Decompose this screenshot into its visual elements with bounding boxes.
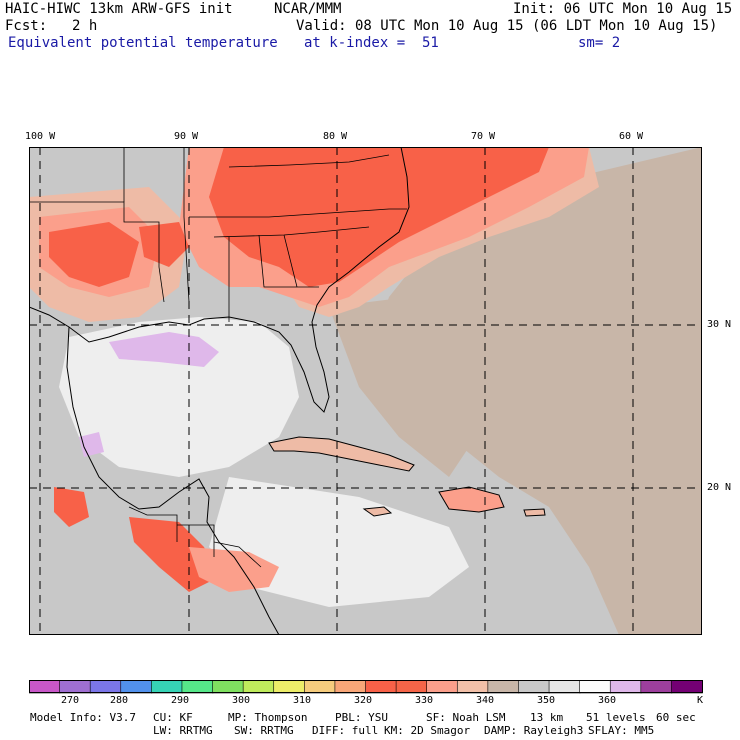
lon-label-100w: 100 W — [25, 131, 56, 142]
colorbar-cell — [609, 680, 642, 694]
footer-sflay: SFLAY: MM5 — [588, 724, 655, 737]
colorbar-cell — [518, 680, 550, 694]
colorbar-tick-330: 330 — [415, 695, 434, 706]
colorbar-tick-320: 320 — [354, 695, 373, 706]
model-title: HAIC-HIWC 13km ARW-GFS init — [5, 1, 233, 17]
colorbar-tick-350: 350 — [537, 695, 556, 706]
gulf-lavender-patch — [109, 332, 219, 367]
init-time: Init: 06 UTC Mon 10 Aug 15 — [513, 1, 733, 17]
mexico-lavender-patch — [79, 432, 104, 457]
lon-label-60w: 60 W — [619, 131, 644, 142]
footer-damp: DAMP: Rayleigh3 — [484, 724, 584, 737]
lon-label-70w: 70 W — [471, 131, 496, 142]
forecast-hour: 2 h — [72, 18, 98, 34]
state-border-icon — [29, 147, 407, 568]
honduras-salmon — [189, 547, 279, 592]
colorbar-tick-290: 290 — [171, 695, 190, 706]
map-panel — [29, 147, 702, 635]
footer-cu: CU: KF — [153, 711, 193, 724]
colorbar-cell — [59, 680, 91, 694]
louisiana-red-core — [139, 222, 189, 267]
model-level: at k-index = 51 — [304, 35, 439, 51]
colorbar-cell — [29, 680, 61, 694]
mexico-red — [54, 487, 89, 527]
colorbar-unit: K — [697, 695, 704, 706]
colorbar-tick-340: 340 — [476, 695, 495, 706]
colorbar-cell — [579, 680, 612, 694]
colorbar-tick-300: 300 — [232, 695, 251, 706]
colorbar-cell — [242, 680, 275, 694]
colorbar — [29, 680, 703, 694]
footer-pbl: PBL: YSU — [335, 711, 388, 724]
colorbar-tick-360: 360 — [598, 695, 617, 706]
colorbar-cell — [640, 680, 673, 694]
atlantic-warm-region — [369, 147, 702, 635]
footer-diff: DIFF: full — [312, 724, 379, 737]
colorbar-cell — [426, 680, 459, 694]
forecast-label: Fcst: — [5, 18, 48, 34]
colorbar-cell — [181, 680, 214, 694]
colorbar-cell — [456, 680, 489, 694]
footer-levels: 51 levels — [586, 711, 646, 724]
colorbar-frame — [29, 680, 703, 693]
lat-label-30n: 30 N — [707, 319, 732, 330]
colorbar-cell — [548, 680, 581, 694]
yucatan-red — [129, 517, 219, 592]
map-svg — [29, 147, 702, 635]
valid-time: Valid: 08 UTC Mon 10 Aug 15 (06 LDT Mon … — [296, 18, 718, 34]
atlantic-warm-region-2 — [329, 297, 469, 477]
jamaica-landmass — [362, 506, 393, 517]
lat-label-20n: 20 N — [707, 482, 732, 493]
graticule — [29, 147, 702, 635]
map-frame — [29, 147, 702, 635]
footer-resolution: 13 km — [530, 711, 564, 724]
puerto-rico-landmass — [523, 508, 546, 517]
colorbar-cell — [120, 680, 153, 694]
colorbar-cell — [334, 680, 367, 694]
us-gulf-coastline — [29, 147, 410, 413]
colorbar-tick-280: 280 — [110, 695, 129, 706]
colorbar-cell — [89, 680, 122, 694]
field-name: Equivalent potential temperature — [8, 35, 278, 51]
cuba-landmass — [268, 436, 415, 472]
hispaniola-landmass — [438, 486, 505, 513]
colorbar-cell — [365, 680, 397, 694]
colorbar-cell — [273, 680, 306, 694]
colorbar-cell — [304, 680, 336, 694]
footer-model-info: Model Info: V3.7 — [30, 711, 136, 724]
footer-timestep: 60 sec — [656, 711, 696, 724]
organization: NCAR/MMM — [274, 1, 342, 17]
colorbar-cell — [487, 680, 520, 694]
colorbar-cell — [212, 680, 244, 694]
footer-sf: SF: Noah LSM — [426, 711, 506, 724]
colorbar-tick-310: 310 — [293, 695, 312, 706]
midatlantic-red-core — [209, 147, 549, 287]
colorbar-cell — [671, 680, 703, 694]
footer-km: KM: 2D Smagor — [384, 724, 471, 737]
footer-sw: SW: RRTMG — [234, 724, 294, 737]
colorbar-cell — [395, 680, 428, 694]
lon-label-80w: 80 W — [323, 131, 348, 142]
lon-label-90w: 90 W — [174, 131, 199, 142]
texas-red-core — [49, 222, 139, 287]
colorbar-tick-270: 270 — [61, 695, 80, 706]
smoothing: sm= 2 — [578, 35, 621, 51]
footer-lw: LW: RRTMG — [153, 724, 213, 737]
footer-mp: MP: Thompson — [228, 711, 308, 724]
mexico-coastline — [66, 326, 280, 635]
colorbar-cell — [151, 680, 183, 694]
